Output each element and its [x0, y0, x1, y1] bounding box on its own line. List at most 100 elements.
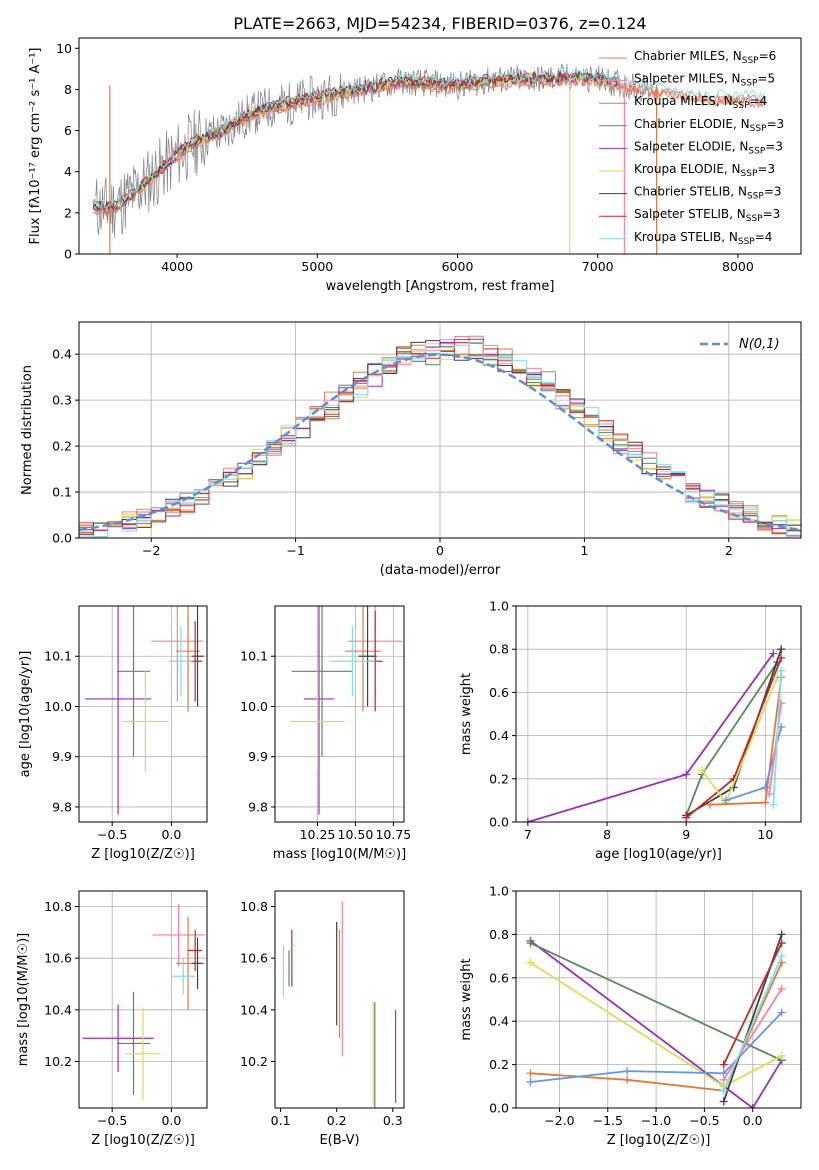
x-tick-label: 8000: [722, 259, 754, 274]
x-tick-label: 2: [725, 543, 733, 558]
weight-marker: [682, 770, 691, 779]
weight-marker: [777, 952, 786, 961]
weight-marker: [777, 984, 786, 993]
spectrum-legend: Chabrier MILES, NSSP=6 Salpeter MILES, NS…: [599, 49, 784, 247]
weight-marker: [623, 1067, 632, 1076]
x-tick-label: 10.75: [375, 827, 411, 842]
weight-marker: [526, 958, 535, 967]
mass_vs_Z-xlabel: Z [log10(Z/Z☉)]: [91, 1133, 195, 1148]
weight-marker: [777, 930, 786, 939]
x-tick-label: 0: [436, 543, 444, 558]
mass_vs_ebv-panel: 0.1 0.2 0.3 10.2 10.4 10.6 10.8 E(B-V): [240, 890, 405, 1148]
weight-marker: [777, 653, 786, 662]
weight-marker: [769, 649, 778, 658]
y-tick-label: 10.0: [240, 699, 268, 714]
age_vs_Z-frame: [78, 605, 208, 823]
y-tick-label: 0.6: [489, 685, 509, 700]
spectrum-frame: [78, 37, 802, 255]
weight-marker: [719, 1086, 728, 1095]
y-tick-label: 10.4: [240, 1002, 268, 1017]
weight-marker: [526, 939, 535, 948]
y-tick-label: 0.4: [489, 1014, 509, 1029]
mass_vs_ebv-frame: [274, 890, 405, 1109]
legend-entry: N(0,1): [739, 337, 780, 352]
y-tick-label: 0.0: [489, 1101, 509, 1116]
y-tick-label: 0.4: [489, 728, 509, 743]
y-tick-label: 1.0: [489, 599, 509, 614]
y-tick-label: 6: [64, 123, 72, 138]
x-tick-label: 7000: [582, 259, 614, 274]
y-tick-label: 0.8: [489, 927, 509, 942]
weight-line-1: [685, 661, 779, 816]
weight-marker: [777, 645, 786, 654]
x-tick-label: 0.2: [327, 1113, 347, 1128]
y-tick-label: 10: [56, 41, 72, 56]
legend-entry: Salpeter STELIB, NSSP=3: [634, 207, 780, 224]
age_vs_mass-panel: 10.25 10.50 10.75 9.8 9.9 10.0 10.1 mass [log10…: [240, 605, 411, 862]
age_vs_Z-xlabel: Z [log10(Z/Z☉)]: [91, 847, 195, 862]
residuals-plot-area: [79, 335, 801, 538]
residuals-panel: −2 −1 0 1 2 0.0 0.1 0.2 0.3 0.4 (data-model)/error…: [20, 321, 802, 578]
y-tick-label: 0.3: [52, 393, 72, 408]
model-spectrum-8: [92, 68, 765, 210]
weight-line-8: [722, 955, 783, 1091]
y-tick-label: 10.1: [44, 649, 72, 664]
weight-line-8: [772, 670, 783, 805]
x-tick-label: 0.0: [161, 1113, 181, 1128]
weight-marker: [721, 796, 730, 805]
mass_vs_Z-frame: [78, 890, 208, 1109]
weight-line-7: [722, 988, 783, 1081]
x-tick-label: −0.5: [689, 1113, 719, 1128]
x-tick-label: −1.5: [593, 1113, 623, 1128]
y-tick-label: 10.6: [44, 951, 72, 966]
y-tick-label: 10.1: [240, 649, 268, 664]
x-tick-label: 6000: [442, 259, 474, 274]
x-tick-label: 0.0: [161, 827, 181, 842]
weight_vs_age-plot-area: [523, 645, 786, 822]
weight_vs_Z-plot-area: [526, 930, 786, 1108]
weight-marker: [777, 666, 786, 675]
y-tick-label: 9.9: [52, 749, 72, 764]
weight-marker: [765, 789, 774, 798]
y-tick-label: 10.2: [44, 1054, 72, 1069]
weight_vs_Z-xlabel: Z [log10(Z/Z☉)]: [607, 1133, 711, 1148]
legend-entry: Chabrier MILES, NSSP=6: [634, 49, 776, 66]
weight-line-0: [529, 940, 783, 1108]
legend-entry: Kroupa MILES, NSSP=4: [634, 94, 767, 111]
mass_vs_ebv-xlabel: E(B-V): [319, 1133, 359, 1148]
weight_vs_age-panel: 7 8 9 10 0.0 0.2 0.4 0.6 0.8 1.0 age [log10(age/yr…: [459, 599, 802, 862]
legend-entry: Chabrier ELODIE, NSSP=3: [634, 117, 784, 134]
legend-entry: Salpeter ELODIE, NSSP=3: [634, 139, 783, 156]
weight-marker: [761, 798, 770, 807]
mass_vs_Z-plot-area: [82, 903, 205, 1101]
x-tick-label: −2.0: [544, 1113, 574, 1128]
y-tick-label: 0.2: [489, 771, 509, 786]
residuals-ylabel: Normed distribution: [20, 365, 35, 495]
weight_vs_age-xlabel: age [log10(age/yr)]: [595, 847, 722, 862]
age_vs_mass-frame: [274, 605, 405, 823]
weight-marker: [719, 1097, 728, 1106]
x-tick-label: 0.0: [743, 1113, 763, 1128]
x-tick-label: 10.50: [338, 827, 374, 842]
y-tick-label: 10.8: [240, 899, 268, 914]
weight-marker: [777, 939, 786, 948]
y-tick-label: 10.4: [44, 1002, 72, 1017]
figure-title: PLATE=2663, MJD=54234, FIBERID=0376, z=0…: [233, 14, 646, 33]
age_vs_Z-plot-area: [84, 606, 204, 815]
weight-marker: [705, 800, 714, 809]
normal-curve: [79, 353, 801, 532]
weight_vs_Z-frame: [515, 890, 802, 1109]
weight_vs_age-frame: [515, 605, 802, 823]
legend-entry: Chabrier STELIB, NSSP=3: [634, 185, 782, 202]
age_vs_mass-plot-area: [290, 606, 403, 815]
x-tick-label: −2: [142, 543, 160, 558]
weight-marker: [769, 800, 778, 809]
weight-line-1: [530, 942, 783, 1062]
x-tick-label: 0.1: [271, 1113, 291, 1128]
weight-marker: [698, 766, 707, 775]
spectrum-plot-area: [92, 63, 765, 254]
weight-marker: [623, 1075, 632, 1084]
x-tick-label: 7: [524, 827, 532, 842]
weight-marker: [748, 1104, 757, 1108]
x-tick-label: −1.0: [641, 1113, 671, 1128]
